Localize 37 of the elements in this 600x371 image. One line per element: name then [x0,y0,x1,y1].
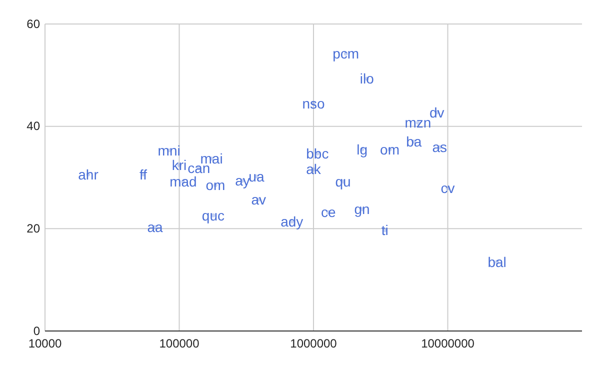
y-tick-label: 0 [33,324,40,338]
data-label: aa [147,219,164,236]
y-tick-label: 20 [26,222,40,236]
data-label: kri [172,157,187,174]
data-label: cv [440,180,455,196]
data-label: nso [302,96,325,112]
data-label: ff [140,166,148,182]
x-tick-label: 1000000 [290,336,338,351]
data-label: om [380,141,400,158]
data-label: dv [429,104,444,120]
y-tick-label: 40 [26,119,40,134]
data-label: ahr [78,166,99,182]
data-label: ady [280,213,304,230]
data-label: mad [170,173,197,190]
data-label: mzn [404,114,432,131]
data-label: mni [158,142,180,158]
data-label: as [432,139,448,156]
data-label: bal [488,254,506,270]
data-label: bbc [306,145,329,162]
data-label: ba [406,134,422,150]
data-label: om [206,177,226,194]
data-label: ay [235,172,250,188]
data-label: lg [356,141,368,158]
x-tick-label: 10000 [28,336,62,351]
data-label: qu [335,173,351,190]
data-label: ak [306,161,322,178]
data-label: ua [248,168,264,184]
data-label: pcm [332,46,360,62]
data-label: quc [202,207,224,224]
data-label: ce [320,204,336,220]
y-tick-label: 60 [26,16,40,31]
x-tick-label: 100000 [159,336,200,351]
data-label: gn [354,201,370,218]
data-label: av [251,191,266,208]
x-tick-label: 10000000 [421,336,475,351]
data-label: ti [381,222,388,238]
data-label: ilo [360,70,374,87]
